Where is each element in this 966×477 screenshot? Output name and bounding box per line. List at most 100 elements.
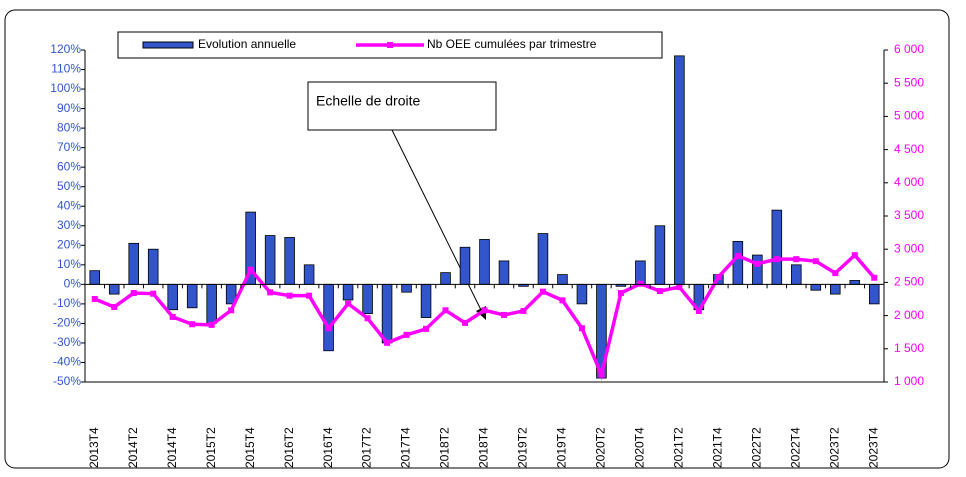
bar	[147, 248, 159, 285]
y-tick-label: 0%	[64, 277, 82, 291]
line-marker	[481, 307, 488, 314]
y-tick-label: 40%	[57, 198, 81, 212]
line-marker	[676, 284, 683, 291]
bar	[810, 283, 822, 291]
y-tick-label: -40%	[53, 355, 81, 369]
line-marker	[500, 311, 507, 318]
y-tick-label: 50%	[57, 179, 81, 193]
line-marker	[325, 325, 332, 332]
x-tick-label: 2014T2	[126, 427, 140, 468]
line-marker	[637, 280, 644, 287]
line-marker	[578, 325, 585, 332]
line-marker	[442, 307, 449, 314]
line-marker	[793, 256, 800, 263]
x-tick-label: 2016T2	[282, 427, 296, 468]
x-tick-label: 2017T2	[360, 427, 374, 468]
legend-swatch	[387, 42, 393, 48]
line-marker	[91, 296, 98, 302]
line-marker	[306, 292, 313, 299]
line-marker	[286, 292, 293, 299]
annotation: Echelle de droite	[316, 93, 421, 109]
line-marker	[871, 274, 878, 281]
y2-tick-label: 3 000	[894, 241, 924, 255]
line-marker	[832, 270, 839, 277]
x-tick-label: 2022T2	[750, 427, 764, 468]
line-marker	[423, 325, 430, 332]
line-marker	[539, 288, 546, 295]
y2-tick-label: 1 000	[894, 374, 924, 388]
bar	[342, 283, 354, 301]
y-tick-label: 80%	[57, 120, 81, 134]
x-tick-label: 2018T4	[477, 427, 491, 468]
y2-tick-label: 3 500	[894, 208, 924, 222]
annotation-box	[307, 81, 497, 131]
line-marker	[656, 288, 663, 295]
bar	[830, 283, 841, 295]
line-marker	[111, 303, 118, 310]
x-tick-label: 2021T2	[672, 427, 686, 468]
legend-label: Nb OEE cumulées par trimestre	[427, 37, 597, 51]
bar	[479, 239, 490, 285]
x-tick-label: 2020T2	[594, 427, 608, 468]
line-marker	[715, 274, 722, 281]
y-tick-label: 20%	[57, 237, 81, 251]
bar	[381, 283, 393, 344]
line-marker	[462, 319, 469, 326]
legend-swatch	[142, 41, 194, 49]
bar	[401, 283, 412, 293]
bar	[849, 280, 861, 285]
bar	[128, 242, 139, 285]
y-tick-label: 100%	[50, 81, 81, 95]
bar	[420, 283, 432, 318]
line-marker	[559, 297, 566, 304]
y-tick-label: 120%	[50, 42, 81, 56]
bar	[791, 264, 802, 285]
y2-tick-label: 4 500	[894, 142, 924, 156]
x-tick-label: 2016T4	[321, 427, 335, 468]
x-tick-label: 2014T4	[165, 427, 179, 468]
line-marker	[695, 307, 702, 314]
bar	[674, 55, 685, 285]
line-marker	[773, 256, 780, 263]
bar	[868, 283, 880, 305]
y2-tick-label: 1 500	[894, 341, 924, 355]
x-tick-label: 2022T4	[788, 427, 802, 468]
line-marker	[150, 290, 157, 297]
line-marker	[403, 331, 410, 338]
line-marker	[812, 258, 819, 265]
bar	[323, 283, 334, 352]
x-tick-label: 2019T4	[555, 427, 569, 468]
y2-tick-label: 6 000	[894, 42, 924, 56]
y2-tick-label: 2 500	[894, 275, 924, 289]
bar	[771, 209, 783, 285]
bar	[362, 283, 373, 315]
bar	[557, 274, 568, 285]
bar	[459, 246, 471, 285]
y-tick-label: 10%	[57, 257, 81, 271]
y2-tick-label: 4 000	[894, 175, 924, 189]
bar	[537, 233, 549, 285]
bar	[752, 254, 763, 285]
x-tick-label: 2020T4	[633, 427, 647, 468]
bar	[440, 272, 451, 285]
line-marker	[130, 290, 137, 297]
line-marker	[228, 307, 235, 314]
bar	[654, 225, 666, 285]
bar	[576, 283, 588, 305]
bar	[264, 235, 276, 285]
line-marker	[520, 307, 527, 314]
y-tick-label: -50%	[53, 374, 81, 388]
x-tick-label: 2023T4	[866, 427, 880, 468]
line-marker	[754, 260, 761, 267]
y2-tick-label: 5 500	[894, 75, 924, 89]
x-tick-label: 2023T2	[827, 427, 841, 468]
line-marker	[189, 321, 196, 328]
x-tick-label: 2013T4	[87, 427, 101, 468]
x-tick-label: 2017T4	[399, 427, 413, 468]
line-marker	[169, 313, 176, 320]
bar	[89, 270, 101, 285]
bar	[108, 283, 120, 295]
bar	[167, 283, 178, 311]
line-marker	[617, 290, 624, 297]
